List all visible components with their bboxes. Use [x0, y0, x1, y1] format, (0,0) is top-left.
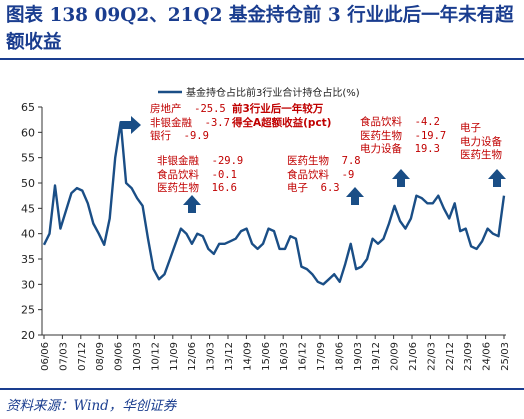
- x-tick-label: 22/03: [426, 342, 437, 371]
- annotation-2019-industries: 医药生物 7.8 食品饮料 -9 电子 6.3: [287, 155, 361, 194]
- x-tick-label: 10/03: [132, 342, 143, 371]
- y-tick-label: 60: [21, 126, 35, 139]
- x-tick-label: 20/09: [390, 342, 401, 371]
- x-tick-label: 11/09: [169, 342, 180, 371]
- y-tick-label: 25: [21, 304, 35, 317]
- x-tick-label: 23/09: [463, 342, 474, 371]
- x-tick-label: 09/06: [114, 342, 125, 371]
- chart-axes: [41, 107, 506, 336]
- x-tick-label: 19/12: [371, 342, 382, 371]
- x-tick-label: 14/09: [242, 342, 253, 371]
- arrow-up-icon: [488, 169, 506, 187]
- annotation-2025-industries: 电子 电力设备 医药生物: [460, 122, 502, 161]
- figure-title: 图表 138 09Q2、21Q2 基金持仓前 3 行业此后一年未有超额收益: [6, 5, 514, 53]
- x-tick-label: 24/06: [482, 342, 493, 371]
- arrow-up-icon: [183, 195, 201, 213]
- annotation-2012-industries: 非银金融 -29.9 食品饮料 -0.1 医药生物 16.6: [157, 155, 244, 194]
- x-tick-label: 17/09: [316, 342, 327, 371]
- annotation-2021q2-industries: 食品饮料 -4.2 医药生物 -19.7 电力设备 19.3: [360, 116, 447, 155]
- y-tick-label: 65: [21, 101, 35, 114]
- x-tick-label: 22/12: [445, 342, 456, 371]
- line-chart: 基金持仓占比前3行业合计持仓占比(%) 20 25 30 35 40 45 50 55 60 65…: [21, 86, 511, 371]
- annotation-arrows: [121, 116, 506, 213]
- y-tick-label: 50: [21, 177, 35, 190]
- series-line-top3-share: [42, 121, 506, 286]
- y-tick-label: 35: [21, 253, 35, 266]
- x-tick-label: 15/06: [261, 342, 272, 371]
- x-tick-label: 07/12: [77, 342, 88, 371]
- y-tick-label: 20: [21, 329, 35, 342]
- x-tick-label: 19/03: [353, 342, 364, 371]
- x-tick-label: 18/06: [334, 342, 345, 371]
- annotation-excess-return-note: 前3行业后一年较万 得全A超额收益(pct): [232, 103, 332, 129]
- chart-ticks: 20 25 30 35 40 45 50 55 60 65 06/06 07/03 07/12 08/09…: [21, 101, 511, 371]
- legend-label: 基金持仓占比前3行业合计持仓占比(%): [186, 86, 360, 99]
- title-divider: [0, 58, 524, 60]
- x-tick-label: 06/06: [40, 342, 51, 371]
- source-note: 资料来源：Wind，华创证券: [6, 398, 177, 414]
- annotation-2009q2-industries: 房地产 -25.5 非银金融 -3.7 银行 -9.9: [150, 103, 230, 142]
- y-tick-label: 30: [21, 278, 35, 291]
- y-tick-label: 45: [21, 202, 35, 215]
- arrow-up-icon: [346, 187, 364, 205]
- x-tick-label: 16/12: [298, 342, 309, 371]
- x-tick-label: 10/12: [150, 342, 161, 371]
- x-tick-label: 25/03: [500, 342, 511, 371]
- x-tick-label: 13/12: [224, 342, 235, 371]
- y-tick-label: 40: [21, 228, 35, 241]
- x-tick-label: 07/03: [58, 342, 69, 371]
- footer-divider: [0, 388, 524, 390]
- x-tick-label: 13/03: [206, 342, 217, 371]
- x-tick-label: 08/09: [95, 342, 106, 371]
- arrow-up-icon: [392, 169, 410, 187]
- arrow-right-icon: [121, 116, 141, 134]
- chart-legend: 基金持仓占比前3行业合计持仓占比(%): [158, 86, 360, 99]
- x-tick-label: 21/06: [408, 342, 419, 371]
- y-tick-label: 55: [21, 152, 35, 165]
- x-tick-label: 12/06: [187, 342, 198, 371]
- x-tick-label: 16/03: [279, 342, 290, 371]
